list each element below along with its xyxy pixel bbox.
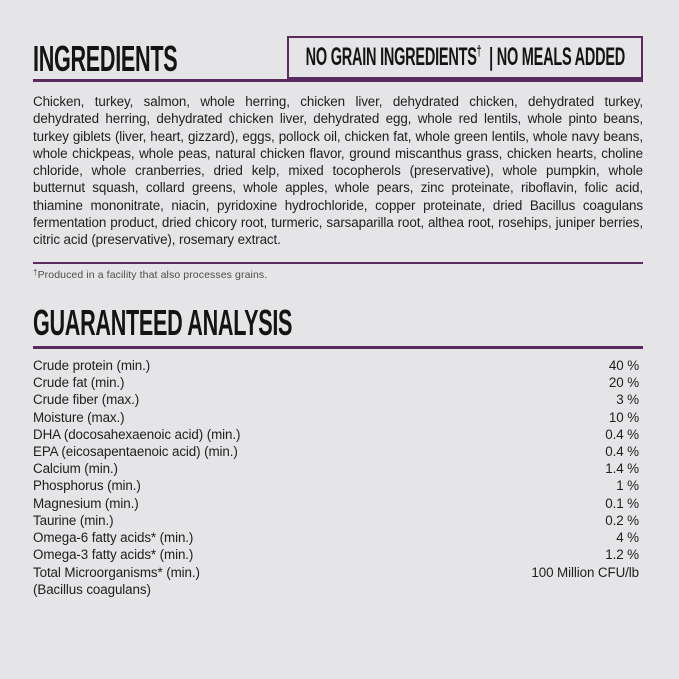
analysis-row: DHA (docosahexaenoic acid) (min.) 0.4 % [33,426,643,443]
analysis-row: Taurine (min.) 0.2 % [33,512,643,529]
guaranteed-analysis-table: Crude protein (min.) 40 % Crude fat (min… [33,357,643,598]
footnote-text: Produced in a facility that also process… [37,269,268,282]
analysis-row: Total Microorganisms* (min.) 100 Million… [33,564,643,581]
analysis-label: DHA (docosahexaenoic acid) (min.) [33,426,241,442]
analysis-label: Calcium (min.) [33,461,118,477]
analysis-label: EPA (eicosapentaenoic acid) (min.) [33,444,238,460]
guaranteed-analysis-header: GUARANTEED ANALYSIS [33,302,643,350]
no-grain-badge: NO GRAIN INGREDIENTS† | NO MEALS ADDED [287,36,643,79]
badge-text-second: | NO MEALS ADDED [488,43,625,71]
analysis-label: Omega-3 fatty acids* (min.) [33,547,194,563]
guaranteed-analysis-title: GUARANTEED ANALYSIS [33,302,293,344]
analysis-label: Omega-6 fatty acids* (min.) [33,530,194,546]
ingredients-list-text: Chicken, turkey, salmon, whole herring, … [33,94,643,248]
analysis-label: Crude fat (min.) [33,375,125,391]
analysis-label: Phosphorus (min.) [33,478,141,494]
analysis-label: Taurine (min.) [33,512,114,528]
no-grain-badge-text: NO GRAIN INGREDIENTS† | NO MEALS ADDED [305,43,625,72]
analysis-value: 3 % [616,392,639,408]
analysis-row: Calcium (min.) 1.4 % [33,460,643,477]
analysis-value: 20 % [608,375,639,391]
analysis-row: Omega-3 fatty acids* (min.) 1.2 % [33,546,643,563]
analysis-label: (Bacillus coagulans) [33,581,151,597]
analysis-label: Total Microorganisms* (min.) [33,564,200,580]
analysis-value: 1.4 % [605,461,639,477]
analysis-value: 100 Million CFU/lb [531,564,639,580]
analysis-value: 0.4 % [605,426,639,442]
analysis-row: (Bacillus coagulans) [33,581,643,598]
divider-rule [33,262,643,265]
ingredients-title: INGREDIENTS [33,38,178,79]
analysis-value: 40 % [608,358,639,374]
pet-food-label: INGREDIENTS NO GRAIN INGREDIENTS† | NO M… [33,0,643,598]
analysis-row: Crude fat (min.) 20 % [33,374,643,391]
badge-text-first: NO GRAIN INGREDIENTS [305,43,477,71]
analysis-row: EPA (eicosapentaenoic acid) (min.) 0.4 % [33,443,643,460]
analysis-label: Crude protein (min.) [33,358,151,374]
dagger-symbol: † [476,43,481,60]
analysis-value: 10 % [608,409,639,425]
analysis-row: Phosphorus (min.) 1 % [33,477,643,494]
dagger-symbol: † [33,268,38,278]
analysis-row: Magnesium (min.) 0.1 % [33,495,643,512]
analysis-row: Crude fiber (max.) 3 % [33,391,643,408]
grain-footnote: †Produced in a facility that also proces… [33,268,643,281]
analysis-label: Moisture (max.) [33,409,125,425]
analysis-row: Moisture (max.) 10 % [33,409,643,426]
analysis-value: 4 % [616,530,639,546]
analysis-value: 1 % [616,478,639,494]
analysis-row: Omega-6 fatty acids* (min.) 4 % [33,529,643,546]
analysis-row: Crude protein (min.) 40 % [33,357,643,374]
analysis-value: 0.1 % [605,495,639,511]
analysis-value: 0.4 % [605,444,639,460]
analysis-label: Magnesium (min.) [33,495,139,511]
ingredients-header: INGREDIENTS NO GRAIN INGREDIENTS† | NO M… [33,34,643,82]
analysis-value: 0.2 % [605,512,639,528]
analysis-label: Crude fiber (max.) [33,392,140,408]
analysis-value: 1.2 % [605,547,639,563]
